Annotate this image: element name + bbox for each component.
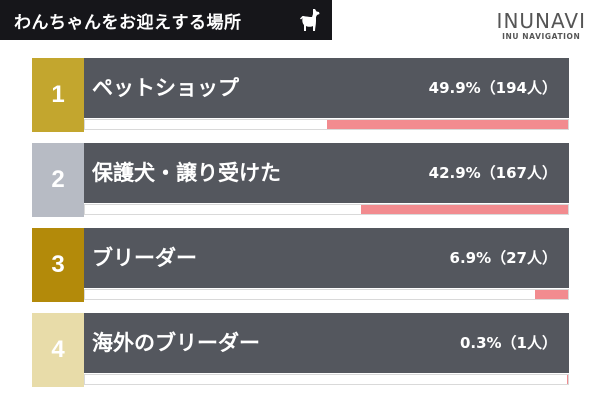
bar-fill (361, 205, 568, 214)
row-label: 海外のブリーダー (92, 331, 260, 355)
bar-fill (327, 120, 568, 129)
ranking-row: 3 ブリーダー 6.9%（27人） (32, 228, 569, 302)
brand-name: INUNAVI (496, 9, 586, 33)
page-title: わんちゃんをお迎えする場所 (14, 12, 242, 33)
bar-track (84, 119, 569, 130)
rank-badge: 3 (32, 228, 84, 302)
row-label-area: 保護犬・譲り受けた 42.9%（167人） (84, 143, 569, 203)
row-label-area: ブリーダー 6.9%（27人） (84, 228, 569, 288)
bar-track (84, 289, 569, 300)
ranking-row: 2 保護犬・譲り受けた 42.9%（167人） (32, 143, 569, 217)
bar-fill (535, 290, 568, 299)
brand-logo: INUNAVI INU NAVIGATION (497, 10, 586, 42)
rank-badge: 4 (32, 313, 84, 387)
dog-icon (300, 9, 320, 31)
brand-subtitle: INU NAVIGATION (502, 32, 581, 41)
bar-fill (567, 375, 568, 384)
row-value: 6.9%（27人） (449, 249, 557, 267)
row-value: 42.9%（167人） (428, 164, 557, 182)
row-label: ペットショップ (92, 76, 239, 100)
bar-track (84, 204, 569, 215)
rank-badge: 1 (32, 58, 84, 132)
row-label: ブリーダー (92, 246, 197, 270)
row-value: 0.3%（1人） (459, 334, 557, 352)
row-value: 49.9%（194人） (428, 79, 557, 97)
row-label: 保護犬・譲り受けた (92, 161, 281, 185)
row-label-area: 海外のブリーダー 0.3%（1人） (84, 313, 569, 373)
ranking-row: 1 ペットショップ 49.9%（194人） (32, 58, 569, 132)
rank-badge: 2 (32, 143, 84, 217)
title-bar: わんちゃんをお迎えする場所 (0, 0, 332, 40)
bar-track (84, 374, 569, 385)
row-label-area: ペットショップ 49.9%（194人） (84, 58, 569, 118)
ranking-row: 4 海外のブリーダー 0.3%（1人） (32, 313, 569, 387)
